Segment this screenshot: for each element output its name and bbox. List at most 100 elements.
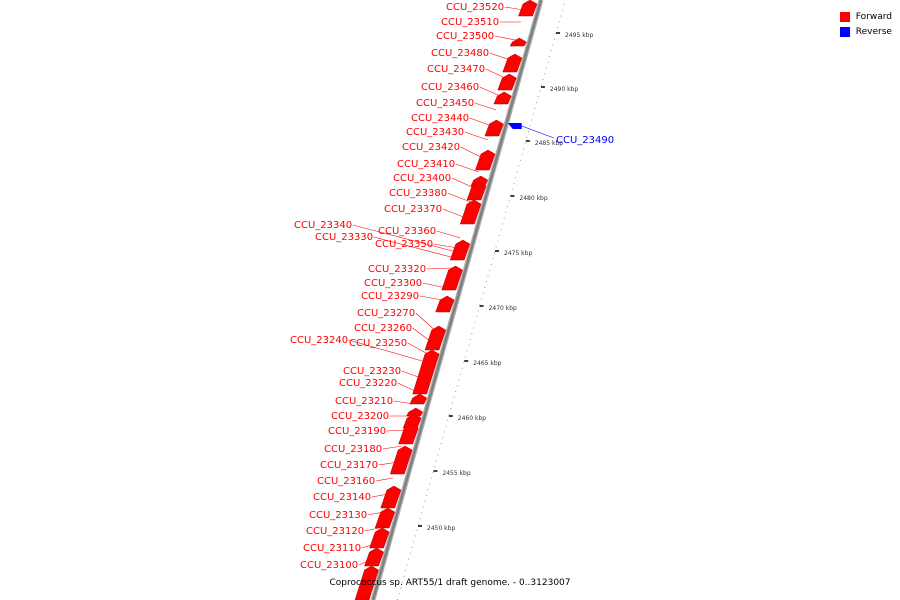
legend-forward-label: Forward (855, 11, 892, 22)
forward-swatch (839, 11, 850, 22)
forward-gene-feature (518, 0, 538, 17)
forward-gene-label: CCU_23400 (393, 173, 451, 184)
leader-line (504, 6, 525, 11)
leader-line (364, 527, 380, 532)
forward-gene-label: CCU_23330 (315, 232, 373, 243)
forward-gene-feature (369, 527, 390, 549)
reverse-gene-label: CCU_23490 (556, 135, 614, 146)
forward-gene-label: CCU_23300 (364, 278, 422, 289)
leader-line (474, 102, 497, 111)
forward-gene-label: CCU_23160 (317, 476, 375, 487)
forward-gene-feature (380, 485, 402, 509)
legend-forward: Forward (839, 9, 892, 24)
forward-gene-feature (484, 119, 504, 137)
genome-backbone (370, 0, 544, 600)
leader-line (378, 461, 398, 466)
leader-line (393, 400, 414, 405)
forward-gene-label: CCU_23470 (427, 64, 485, 75)
forward-gene-feature (374, 507, 396, 529)
forward-gene-label: CCU_23250 (349, 338, 407, 349)
forward-gene-label: CCU_23180 (324, 444, 382, 455)
scale-tick-label: 2490 kbp (550, 86, 578, 93)
leader-line (352, 224, 457, 253)
leader-line (348, 339, 426, 363)
forward-gene-feature (435, 295, 455, 313)
map-caption: Coprococcus sp. ART55/1 draft genome. - … (329, 578, 571, 588)
forward-gene-feature (364, 547, 384, 567)
forward-gene-label: CCU_23410 (397, 159, 455, 170)
leader-line (412, 327, 432, 343)
leader-line (382, 445, 403, 450)
forward-gene-label: CCU_23380 (389, 188, 447, 199)
forward-gene-label: CCU_23230 (343, 366, 401, 377)
forward-gene-label: CCU_23220 (339, 378, 397, 389)
leader-line (361, 543, 375, 549)
leader-line (407, 342, 429, 355)
legend-reverse: Reverse (839, 24, 892, 39)
forward-gene-feature (497, 73, 517, 91)
forward-gene-label: CCU_23510 (441, 17, 499, 28)
leader-line (373, 236, 455, 259)
forward-gene-label: CCU_23420 (402, 142, 460, 153)
leader-line (464, 131, 488, 141)
scale-tick-label: 2460 kbp (458, 415, 486, 422)
forward-gene-feature (493, 91, 512, 105)
forward-gene-label: CCU_23100 (300, 560, 358, 571)
forward-gene-label: CCU_23190 (328, 426, 386, 437)
leader-line (451, 177, 475, 189)
forward-gene-feature (412, 349, 440, 395)
forward-gene-label: CCU_23370 (384, 204, 442, 215)
leader-line (460, 146, 483, 159)
forward-gene-label: CCU_23270 (357, 308, 415, 319)
forward-gene-label: CCU_23350 (375, 239, 433, 250)
scale-ticks: 2450 kbp 2455 kbp 2460 kbp 2465 kbp 2470 kbp… (396, 0, 593, 600)
leader-line (419, 295, 444, 301)
forward-gene-feature (398, 423, 419, 445)
forward-gene-label: CCU_23480 (431, 48, 489, 59)
forward-gene-label: CCU_23140 (313, 492, 371, 503)
forward-gene-feature (354, 565, 379, 600)
leader-line (422, 282, 447, 289)
forward-gene-label: CCU_23430 (406, 127, 464, 138)
forward-gene-feature (449, 239, 471, 261)
leader-line (358, 559, 371, 566)
forward-gene-label: CCU_23290 (361, 291, 419, 302)
forward-gene-label: CCU_23200 (331, 411, 389, 422)
legend-reverse-label: Reverse (855, 26, 892, 37)
leader-line (386, 429, 407, 432)
leader-line (426, 267, 452, 270)
forward-gene-label: CCU_23120 (306, 526, 364, 537)
forward-gene-label: CCU_23320 (368, 264, 426, 275)
scale-tick-label: 2450 kbp (427, 525, 455, 532)
forward-gene-label: CCU_23460 (421, 82, 479, 93)
forward-gene-label: CCU_23130 (309, 510, 367, 521)
leader-line (371, 493, 389, 498)
scale-tick-label: 2495 kbp (565, 32, 593, 39)
backbone-line (371, 0, 543, 600)
forward-gene-label: CCU_23500 (436, 31, 494, 42)
forward-gene-feature (502, 53, 523, 73)
leader-line (415, 312, 435, 331)
scale-tick-label: 2470 kbp (489, 305, 517, 312)
scale-tick-label: 2485 kbp (535, 140, 563, 147)
forward-gene-label: CCU_23440 (411, 113, 469, 124)
leader-line (397, 382, 418, 393)
forward-gene-label: CCU_23260 (354, 323, 412, 334)
scale-tick-label: 2455 kbp (442, 470, 470, 477)
gene-labels: CCU_23520 CCU_23510 CCU_23500 CCU_23480 CCU_… (290, 2, 614, 571)
forward-gene-label: CCU_23360 (378, 226, 436, 237)
leader-line (469, 117, 492, 127)
leader-line (455, 163, 479, 173)
forward-gene-feature (409, 393, 428, 405)
forward-gene-feature (406, 407, 424, 417)
leader-line (401, 370, 422, 379)
forward-gene-label: CCU_23240 (290, 335, 348, 346)
leader-line (489, 52, 511, 61)
forward-gene-feature (424, 325, 447, 351)
reverse-swatch (839, 26, 850, 37)
forward-gene-feature (466, 181, 487, 201)
scale-tick-label: 2480 kbp (519, 195, 547, 202)
forward-gene-feature (389, 445, 413, 475)
forward-gene-label: CCU_23170 (320, 460, 378, 471)
leader-line (375, 477, 394, 482)
